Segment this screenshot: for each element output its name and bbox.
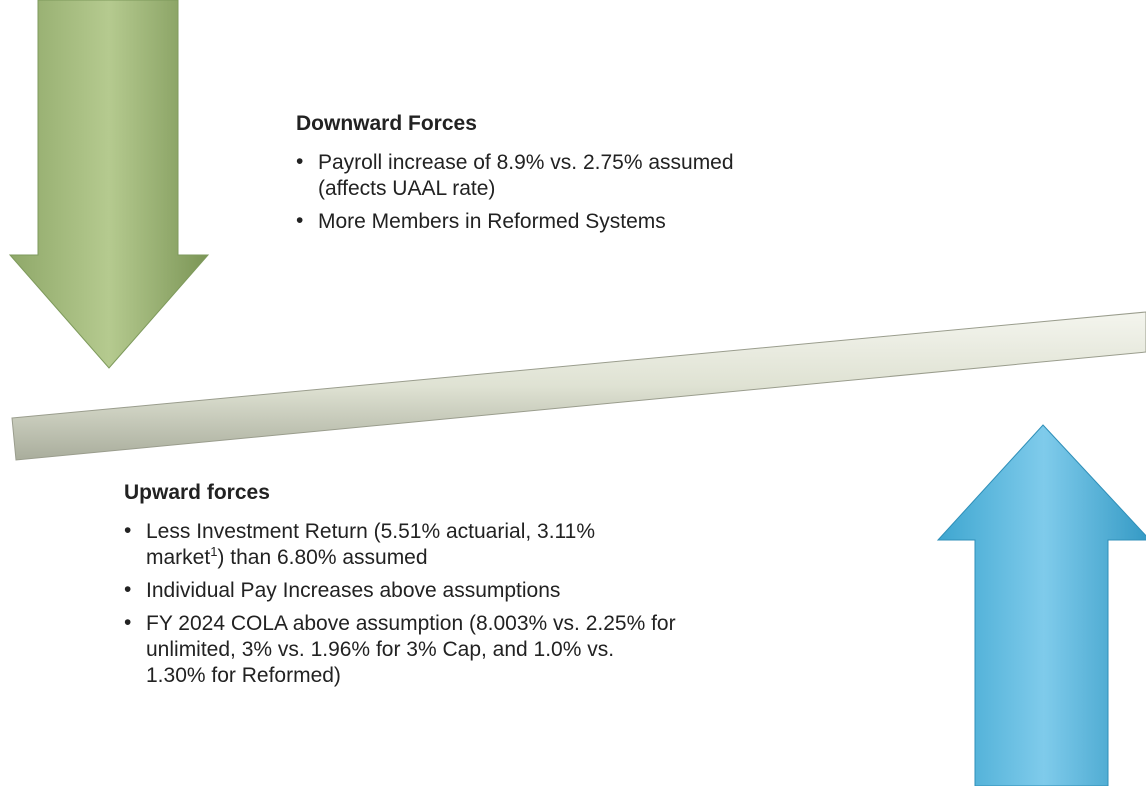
bullet-text: Less Investment Return (5.51% actuarial,… — [146, 520, 596, 543]
bullet-text: FY 2024 COLA above assumption (8.003% vs… — [146, 612, 676, 635]
bullet-symbol: • — [124, 578, 132, 601]
bullet: • Individual Pay Increases above assumpti… — [124, 578, 676, 604]
bullet-text: (affects UAAL rate) — [318, 177, 496, 200]
up-arrow — [936, 424, 1146, 786]
down-arrow — [8, 0, 210, 369]
bullet: • FY 2024 COLA above assumption (8.003% v… — [124, 611, 676, 689]
bullet-symbol: • — [296, 209, 304, 232]
bullet: • Less Investment Return (5.51% actuarial… — [124, 519, 676, 571]
bullet-symbol: • — [296, 150, 304, 173]
bullet-text: unlimited, 3% vs. 1.96% for 3% Cap, and … — [146, 638, 615, 661]
bullet: • Payroll increase of 8.9% vs. 2.75% assu… — [296, 150, 734, 202]
bullet-symbol: • — [124, 519, 132, 542]
bullet-text: market1) than 6.80% assumed — [146, 545, 676, 571]
bullet-text: More Members in Reformed Systems — [318, 210, 666, 233]
text: market — [146, 546, 211, 569]
upward-forces: Upward forces • Less Investment Return (5.… — [124, 481, 676, 696]
bullet-text: Individual Pay Increases above assumptio… — [146, 579, 561, 602]
balance-beam — [11, 311, 1146, 461]
downward-forces: Downward Forces • Payroll increase of 8.9%… — [296, 112, 734, 242]
bullet-text: 1.30% for Reformed) — [146, 664, 341, 687]
bullet-text: Payroll increase of 8.9% vs. 2.75% assum… — [318, 151, 734, 174]
text: ) than 6.80% assumed — [217, 546, 428, 569]
bullet-symbol: • — [124, 611, 132, 634]
footnote-marker: 1 — [210, 544, 218, 559]
heading: Downward Forces — [296, 112, 477, 135]
heading: Upward forces — [124, 481, 270, 504]
bullet: • More Members in Reformed Systems — [296, 209, 734, 235]
